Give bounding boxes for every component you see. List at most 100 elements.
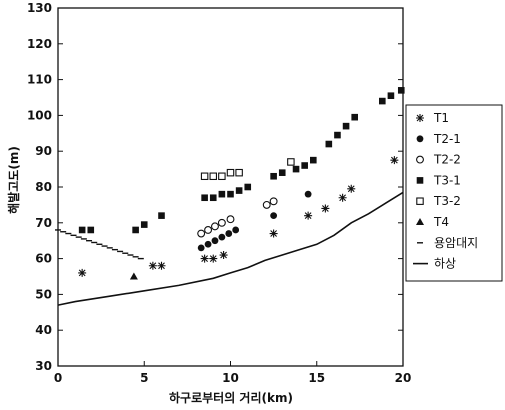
data-point <box>78 226 86 234</box>
legend-label: T4 <box>433 215 449 229</box>
x-tick-label: 10 <box>222 371 239 385</box>
data-point <box>209 254 218 263</box>
data-point <box>225 230 233 237</box>
legend-item: T1 <box>416 111 449 125</box>
data-point <box>211 237 219 245</box>
series-7 <box>57 191 404 306</box>
y-tick-label: 70 <box>35 216 52 230</box>
series-5 <box>129 272 138 280</box>
data-point <box>334 131 341 139</box>
data-point <box>140 221 148 228</box>
series-3 <box>78 87 405 234</box>
legend-label: T3-2 <box>433 194 461 208</box>
data-point <box>211 222 219 231</box>
legend-marker <box>416 218 424 225</box>
data-point <box>338 193 347 202</box>
legend-item: 용암대지 <box>417 236 478 250</box>
y-tick-label: 80 <box>35 180 52 194</box>
data-point <box>244 183 252 191</box>
data-point <box>218 190 226 198</box>
x-tick-label: 20 <box>395 371 412 385</box>
legend-item: 하상 <box>413 257 456 271</box>
data-point <box>269 197 278 206</box>
data-point <box>292 165 300 173</box>
series-2 <box>197 197 278 238</box>
legend-box <box>405 104 503 282</box>
data-point <box>232 226 240 234</box>
series-6 <box>55 229 144 260</box>
legend-marker <box>416 155 424 164</box>
y-tick-label: 40 <box>35 323 52 337</box>
y-axis-title: 해발고도(m) <box>6 146 21 214</box>
series-line <box>57 191 404 306</box>
data-point <box>157 261 166 270</box>
y-tick-label: 120 <box>27 37 52 51</box>
data-point <box>351 113 358 121</box>
data-point <box>347 184 356 193</box>
data-point <box>270 212 278 220</box>
data-point <box>78 268 87 277</box>
data-point <box>200 172 209 181</box>
data-point <box>219 251 228 260</box>
data-point <box>269 229 278 238</box>
legend-item: T2-2 <box>416 153 461 167</box>
data-point <box>132 226 139 234</box>
data-point <box>235 187 243 194</box>
data-point <box>301 162 308 169</box>
y-axis-ticks: 30 40 50 60 70 80 90 100 110 120 130 <box>27 1 403 373</box>
data-point <box>325 140 333 148</box>
series-layer <box>55 87 405 306</box>
data-point <box>304 190 312 198</box>
series-1 <box>197 190 312 252</box>
legend-item: T3-2 <box>416 194 461 208</box>
legend-label: 하상 <box>434 257 456 271</box>
data-point <box>200 254 209 263</box>
data-point <box>227 190 234 198</box>
legend-marker <box>416 177 424 184</box>
legend-label: T1 <box>433 111 449 125</box>
legend-marker <box>416 135 424 143</box>
data-point <box>379 97 386 105</box>
legend-item: T3-1 <box>416 173 461 187</box>
data-point <box>129 272 138 280</box>
legend-label: 용암대지 <box>434 236 478 250</box>
x-tick-label: 5 <box>140 371 148 385</box>
y-tick-label: 50 <box>35 287 52 301</box>
y-tick-label: 60 <box>35 252 52 266</box>
data-point <box>204 226 213 234</box>
y-tick-label: 100 <box>27 108 52 122</box>
data-point <box>270 172 277 180</box>
series-4 <box>200 158 295 181</box>
x-tick-label: 0 <box>54 371 62 385</box>
data-point <box>226 215 235 224</box>
y-tick-label: 30 <box>35 359 52 373</box>
data-point <box>148 261 157 270</box>
data-point <box>262 200 271 209</box>
legend-label: T2-2 <box>433 153 461 167</box>
data-point <box>278 169 286 176</box>
data-point <box>226 168 235 177</box>
data-point <box>390 156 399 165</box>
data-point <box>217 218 226 227</box>
data-point <box>235 168 243 177</box>
data-point <box>218 172 226 181</box>
series-0 <box>78 156 399 277</box>
data-point <box>87 226 95 234</box>
legend-item: T2-1 <box>416 132 461 146</box>
x-tick-label: 15 <box>308 371 325 385</box>
data-point <box>310 156 317 164</box>
data-point <box>209 194 217 202</box>
data-point <box>304 211 313 220</box>
x-axis-title: 하구로부터의 거리(km) <box>169 390 293 405</box>
y-tick-label: 90 <box>35 144 52 158</box>
data-point <box>218 233 226 241</box>
y-tick-label: 110 <box>27 73 52 87</box>
data-point <box>321 204 330 213</box>
y-tick-label: 130 <box>27 1 52 15</box>
data-point <box>197 244 205 252</box>
data-point <box>204 240 212 248</box>
data-point <box>197 229 206 238</box>
data-point <box>397 87 405 94</box>
data-point <box>158 212 165 219</box>
